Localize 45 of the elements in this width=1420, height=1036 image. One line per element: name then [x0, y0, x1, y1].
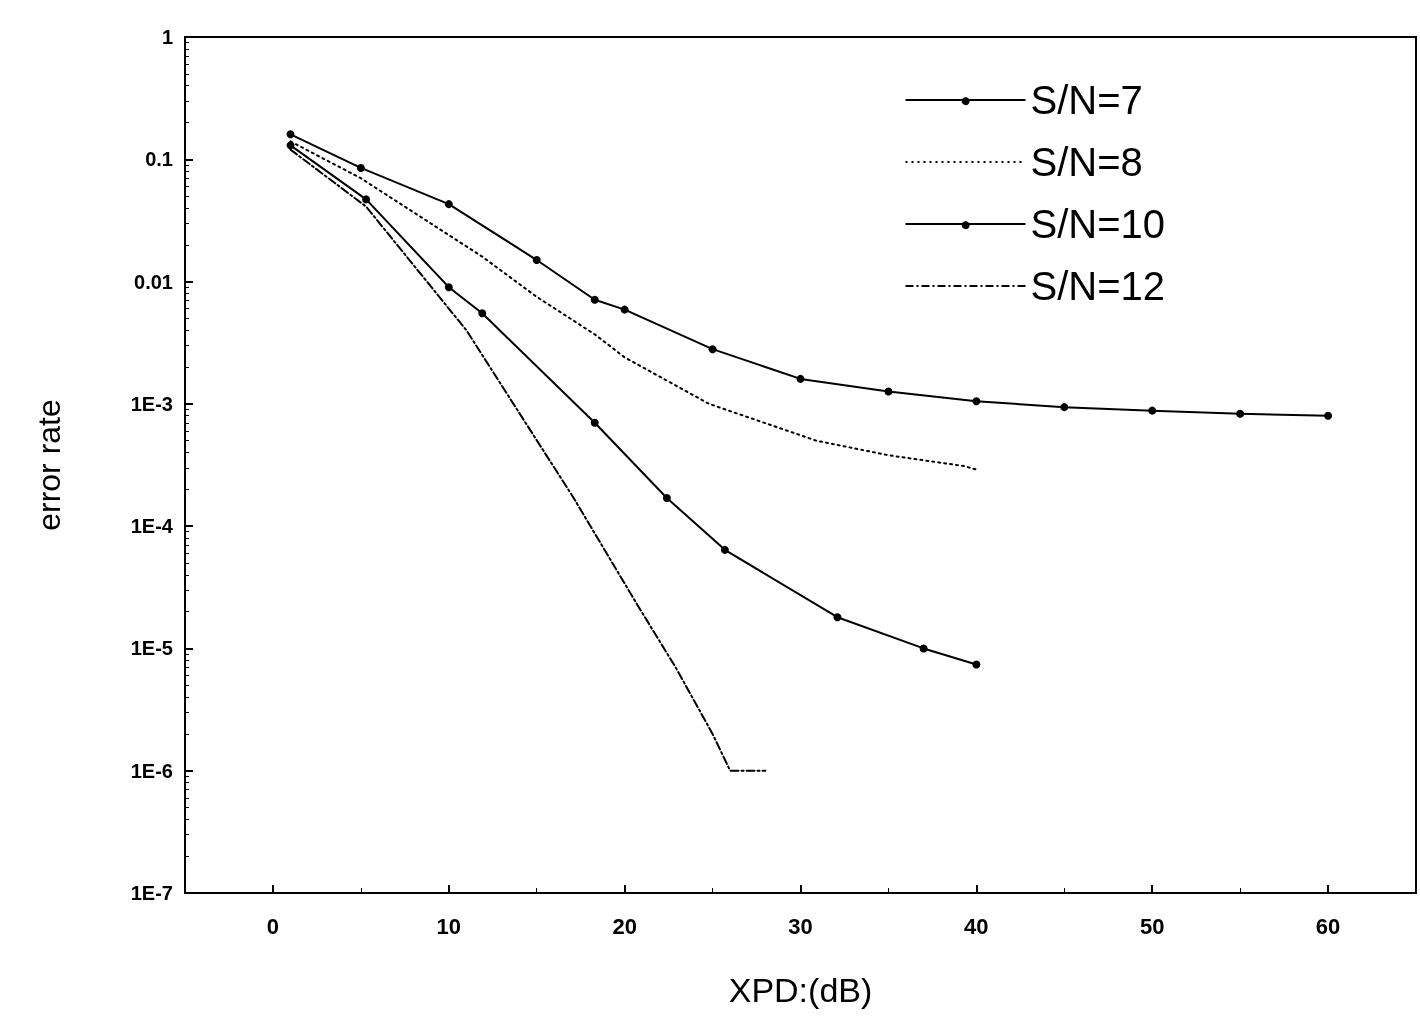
- point: [286, 141, 295, 150]
- point: [532, 256, 541, 265]
- y-tick-label: 1E-4: [130, 515, 174, 538]
- point: [444, 200, 453, 209]
- y-tick-label: 1: [161, 26, 173, 48]
- x-tick-label: 30: [788, 913, 813, 939]
- point: [708, 345, 717, 354]
- y-axis-title: error rate: [31, 399, 67, 531]
- y-tick-label: 1E-6: [130, 759, 173, 782]
- point: [662, 493, 671, 502]
- point: [444, 283, 453, 292]
- legend-label: S/N=8: [1030, 140, 1143, 184]
- point: [356, 163, 365, 172]
- point: [620, 305, 629, 314]
- point: [478, 309, 487, 318]
- x-tick-label: 20: [612, 913, 637, 939]
- point: [1148, 406, 1157, 415]
- y-tick-label: 1E-5: [130, 637, 173, 660]
- point: [1060, 403, 1069, 412]
- point: [720, 545, 729, 554]
- point: [884, 387, 893, 396]
- y-tick-label: 1E-7: [130, 882, 173, 904]
- point: [972, 660, 981, 669]
- point: [919, 644, 928, 653]
- point: [833, 613, 842, 622]
- legend-label: S/N=12: [1030, 264, 1165, 308]
- x-axis-title: XPD:(dB): [728, 971, 873, 1009]
- legend-label: S/N=10: [1030, 202, 1165, 246]
- x-tick-label: 40: [964, 913, 989, 939]
- legend-label: S/N=7: [1030, 78, 1143, 122]
- point: [1324, 411, 1333, 420]
- point: [286, 130, 295, 139]
- x-tick-label: 10: [436, 913, 462, 939]
- x-tick-label: 0: [266, 913, 280, 939]
- y-tick-label: 1E-3: [130, 392, 173, 415]
- point: [796, 374, 805, 383]
- point: [590, 295, 599, 304]
- point: [362, 195, 371, 204]
- x-tick-label: 60: [1315, 913, 1341, 939]
- y-tick-label: 0.1: [145, 148, 173, 171]
- point: [590, 418, 599, 427]
- point: [972, 397, 981, 406]
- x-tick-label: 50: [1139, 913, 1165, 939]
- point: [1236, 409, 1245, 418]
- y-tick-label: 0.01: [134, 270, 173, 293]
